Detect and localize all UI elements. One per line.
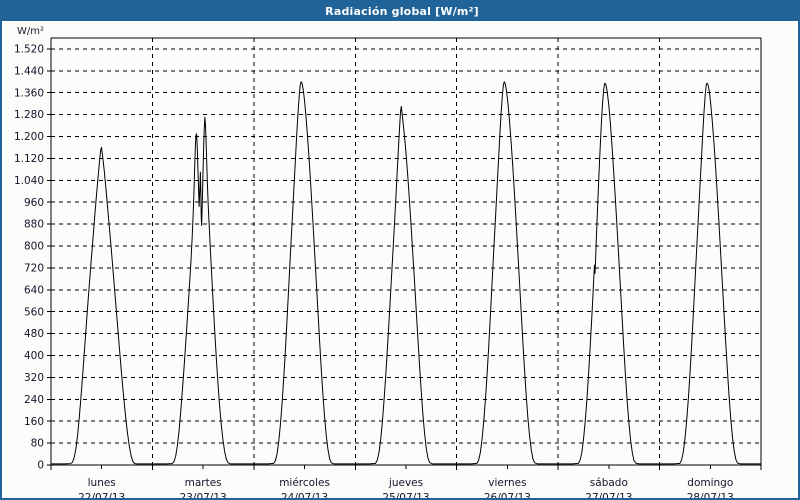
svg-text:jueves: jueves <box>388 477 423 489</box>
window-title-bar: Radiación global [W/m²] <box>2 2 798 21</box>
svg-text:1.440: 1.440 <box>14 65 44 77</box>
svg-text:23/07/13: 23/07/13 <box>180 492 227 498</box>
y-axis-unit-label: W/m² <box>17 26 44 37</box>
data-series-radiacion-global <box>50 81 762 465</box>
svg-text:1.040: 1.040 <box>14 175 44 187</box>
svg-text:26/07/13: 26/07/13 <box>484 492 531 498</box>
y-axis-tick-labels: 1.520 1.440 1.360 1.280 1.200 1.120 1.040 960 88… <box>14 44 44 472</box>
svg-text:480: 480 <box>24 328 44 340</box>
svg-text:martes: martes <box>185 477 222 489</box>
svg-text:27/07/13: 27/07/13 <box>585 492 632 498</box>
svg-text:1.520: 1.520 <box>14 44 44 56</box>
plot-container: 1.520 1.440 1.360 1.280 1.200 1.120 1.040 960 88… <box>2 21 798 498</box>
svg-text:25/07/13: 25/07/13 <box>382 492 429 498</box>
plot-frame <box>50 37 762 466</box>
svg-text:lunes: lunes <box>88 477 116 489</box>
svg-text:720: 720 <box>24 263 44 275</box>
x-axis-tick-labels: lunes 22/07/13 martes 23/07/13 miércoles 24/0… <box>78 477 734 498</box>
svg-text:640: 640 <box>24 284 44 296</box>
svg-text:28/07/13: 28/07/13 <box>687 492 734 498</box>
svg-text:960: 960 <box>24 197 44 209</box>
svg-text:sábado: sábado <box>590 477 628 489</box>
svg-text:24/07/13: 24/07/13 <box>281 492 328 498</box>
svg-text:320: 320 <box>24 372 44 384</box>
page-title: Radiación global [W/m²] <box>325 5 479 18</box>
svg-text:0: 0 <box>37 460 44 472</box>
svg-text:domingo: domingo <box>687 477 733 489</box>
svg-text:1.280: 1.280 <box>14 109 44 121</box>
y-axis-ticks <box>47 48 51 466</box>
svg-text:viernes: viernes <box>488 477 526 489</box>
svg-text:miércoles: miércoles <box>279 477 330 489</box>
svg-text:800: 800 <box>24 241 44 253</box>
horizontal-gridlines <box>51 48 761 444</box>
vertical-gridlines <box>151 38 661 465</box>
svg-text:22/07/13: 22/07/13 <box>78 492 125 498</box>
radiation-line-chart: 1.520 1.440 1.360 1.280 1.200 1.120 1.040 960 88… <box>14 26 762 498</box>
svg-text:1.120: 1.120 <box>14 153 44 165</box>
x-axis-ticks <box>50 465 762 470</box>
svg-text:880: 880 <box>24 219 44 231</box>
svg-text:160: 160 <box>24 416 44 428</box>
svg-text:80: 80 <box>31 438 44 450</box>
svg-text:400: 400 <box>24 350 44 362</box>
svg-text:560: 560 <box>24 306 44 318</box>
svg-text:240: 240 <box>24 394 44 406</box>
svg-text:1.200: 1.200 <box>14 131 44 143</box>
svg-text:1.360: 1.360 <box>14 87 44 99</box>
